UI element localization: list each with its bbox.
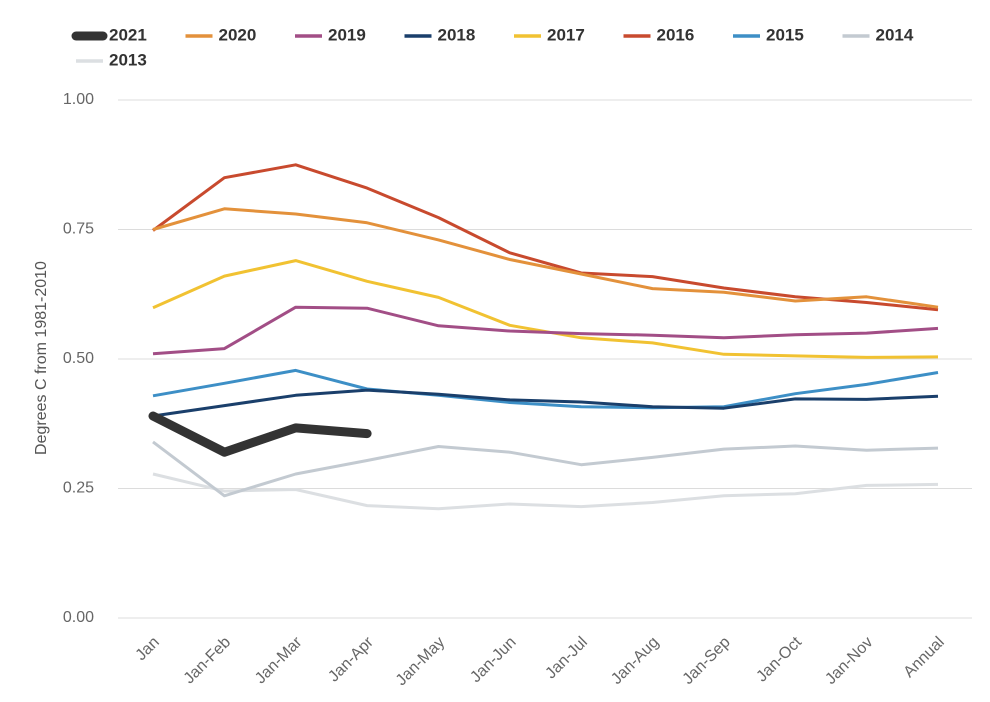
x-tick-label: Jan (133, 634, 163, 664)
x-tick-label: Jan-Apr (325, 633, 377, 685)
y-tick-label: 0.25 (63, 480, 94, 497)
x-tick-label: Annual (901, 634, 948, 681)
legend-label: 2014 (876, 25, 914, 44)
x-tick-label: Jan-Jul (543, 634, 592, 683)
legend-label: 2017 (547, 25, 585, 44)
legend-item-2020: 2020 (185, 25, 257, 44)
legend-item-2013: 2013 (76, 50, 147, 69)
y-tick-label: 0.50 (63, 350, 94, 367)
x-tick-label: Jan-Sep (680, 634, 734, 688)
legend-label: 2021 (109, 25, 147, 44)
legend-item-2016: 2016 (623, 25, 695, 44)
series-line-2013 (152, 472, 939, 511)
series-line-2019 (152, 305, 939, 356)
x-tick-label: Jan-May (393, 634, 448, 689)
legend-label: 2016 (657, 25, 695, 44)
x-tick-label: Jan-Nov (822, 634, 876, 688)
series-line-2017 (152, 259, 939, 359)
y-tick-label: 1.00 (63, 91, 94, 108)
x-tick-label: Jan-Aug (608, 634, 662, 688)
series-line-2014 (152, 440, 939, 498)
y-tick-label: 0.75 (63, 221, 94, 238)
legend-item-2021: 2021 (71, 25, 147, 44)
series-line-2018 (152, 388, 939, 418)
legend-item-2019: 2019 (295, 25, 366, 44)
legend-item-2017: 2017 (514, 25, 585, 44)
series-lines (148, 163, 939, 511)
legend-label: 2020 (219, 25, 257, 44)
x-tick-label: Jan-Mar (252, 633, 306, 687)
legend-label: 2019 (328, 25, 366, 44)
series-line-2015 (152, 368, 939, 410)
x-tick-label: Jan-Feb (181, 634, 235, 688)
series-line-2016 (152, 163, 939, 312)
y-axis-ticks: 0.00 0.25 0.50 0.75 1.00 (63, 91, 94, 626)
legend-item-2014: 2014 (842, 25, 914, 44)
legend-label: 2015 (766, 25, 804, 44)
gridlines (118, 99, 972, 619)
series-line-2021 (148, 411, 372, 457)
x-tick-label: Jan-Jun (467, 634, 519, 686)
legend-label: 2013 (109, 50, 147, 69)
y-axis-title: Degrees C from 1981-2010 (33, 261, 50, 455)
chart-legend: 2021 2020 2019 2018 2017 2016 2015 2014 2013 (71, 25, 914, 69)
legend-item-2018: 2018 (404, 25, 476, 44)
series-line-2020 (152, 207, 939, 309)
y-tick-label: 0.00 (63, 609, 94, 626)
legend-label: 2018 (438, 25, 476, 44)
x-axis-ticks: Jan Jan-Feb Jan-Mar Jan-Apr Jan-May Jan-Jun Ja… (133, 633, 948, 689)
legend-item-2015: 2015 (733, 25, 804, 44)
x-tick-label: Jan-Oct (753, 633, 805, 685)
